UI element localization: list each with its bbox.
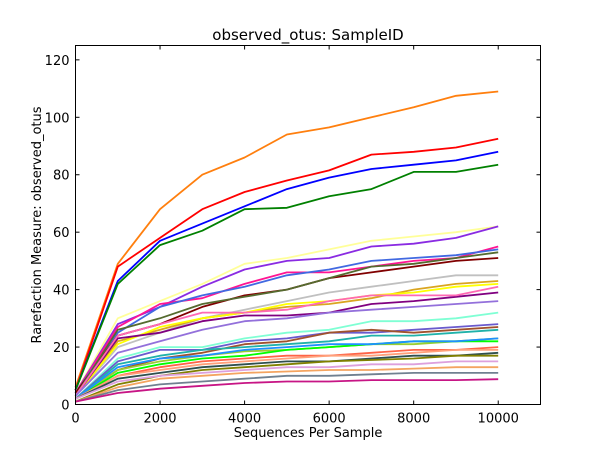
series-line — [74, 225, 499, 394]
series-layer — [74, 90, 499, 403]
series-line — [74, 328, 499, 400]
series-line — [74, 291, 499, 397]
series-line — [74, 90, 499, 388]
tick-layer: 0 2000 4000 6000 8000 10000 0 20 40 60 80 100 120 — [45, 45, 541, 427]
series-line — [74, 150, 499, 391]
series-line — [74, 300, 499, 397]
series-line — [74, 311, 499, 400]
y-tick-label: 20 — [53, 341, 70, 356]
series-line — [74, 251, 499, 397]
series-line — [74, 285, 499, 397]
plot-background — [75, 45, 541, 405]
y-axis-label: Rarefaction Measure: observed_otus — [30, 106, 45, 343]
series-line — [75, 366, 499, 403]
x-tick-label: 10000 — [478, 412, 519, 427]
y-tick-label: 80 — [53, 169, 70, 184]
series-line — [74, 323, 499, 400]
series-line — [75, 351, 499, 400]
y-tick-label: 120 — [45, 54, 70, 69]
plot-frame — [75, 45, 541, 405]
series-line — [74, 245, 499, 394]
series-line — [75, 346, 499, 400]
y-tick-label: 0 — [61, 399, 69, 414]
x-tick-label: 0 — [71, 412, 79, 427]
x-tick-label: 2000 — [143, 412, 176, 427]
series-line — [74, 283, 499, 397]
chart-title: observed_otus: SampleID — [212, 26, 403, 45]
series-line — [74, 248, 499, 394]
x-tick-label: 8000 — [397, 412, 430, 427]
series-line — [75, 371, 499, 403]
series-line — [74, 163, 499, 391]
series-line — [75, 354, 499, 403]
series-line — [74, 337, 499, 400]
series-line — [75, 360, 499, 400]
series-line — [74, 274, 499, 397]
series-line — [75, 378, 499, 403]
series-line — [74, 137, 499, 391]
y-tick-label: 100 — [45, 111, 70, 126]
y-tick-label: 60 — [53, 226, 70, 241]
y-tick-label: 40 — [53, 284, 70, 299]
series-line — [74, 326, 499, 400]
x-axis-label: Sequences Per Sample — [234, 426, 383, 441]
series-line — [75, 348, 499, 400]
x-tick-label: 4000 — [228, 412, 261, 427]
x-tick-label: 6000 — [313, 412, 346, 427]
